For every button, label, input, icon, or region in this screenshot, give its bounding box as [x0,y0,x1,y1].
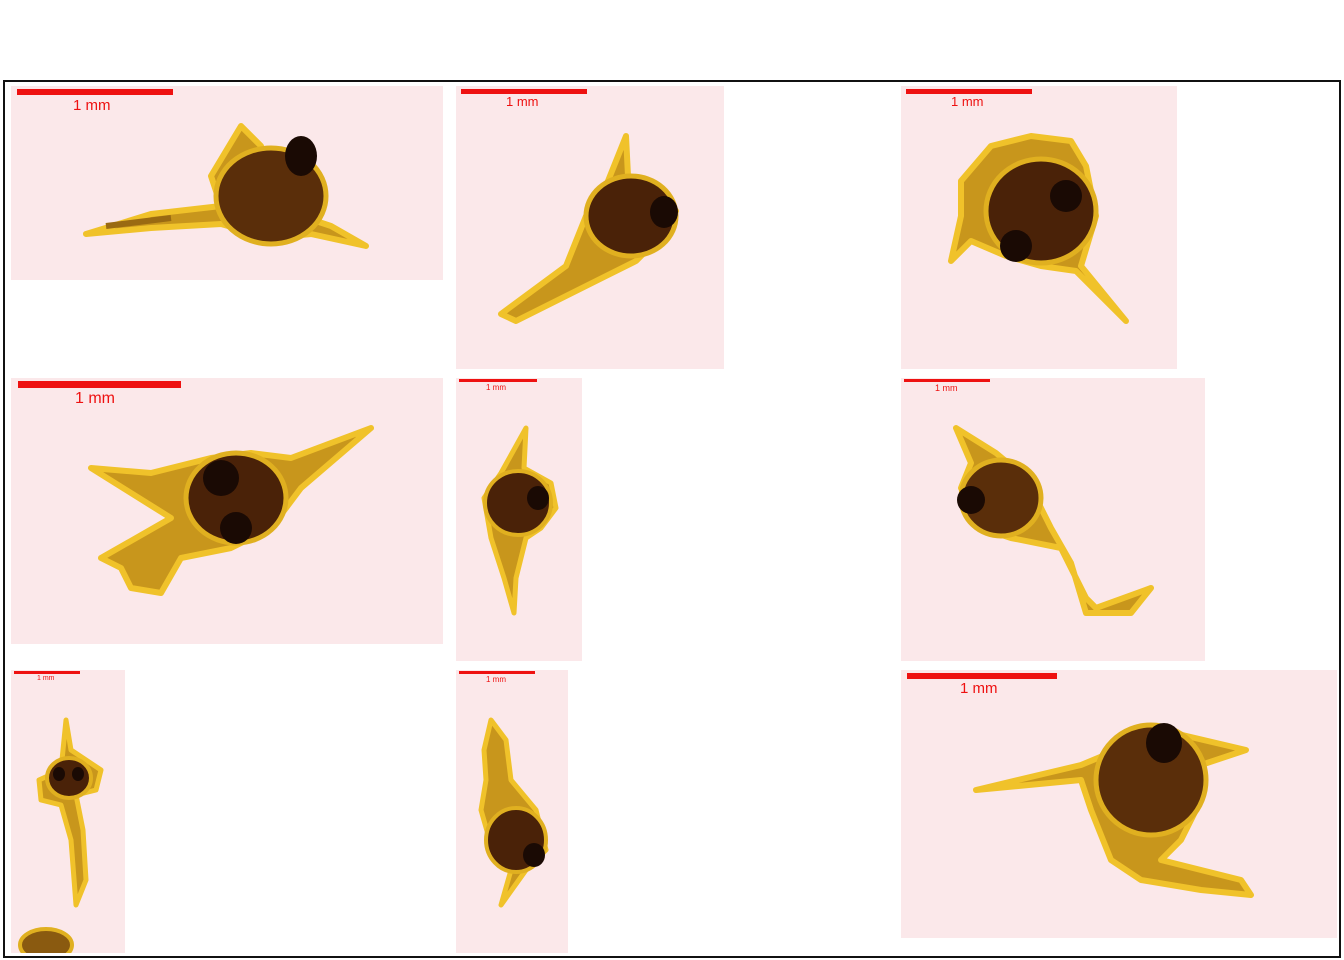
scale-bar [904,379,990,382]
specimen-tile: 1 mm [456,670,568,953]
specimen-tile: 1 mm [456,86,724,369]
scale-label: 1 mm [960,680,998,697]
scale-bar [459,379,537,382]
scale-label: 1 mm [486,675,506,684]
scale-label: 1 mm [73,97,111,114]
zoea-larva-image [498,133,679,324]
zoea-larva-image [481,425,559,616]
specimen-tile: 1 mm [11,670,125,953]
zoea-larva-image [953,425,1154,616]
specimen-tile: 1 mm [901,670,1337,938]
scale-label: 1 mm [75,390,115,407]
specimen-tile: 1 mm [901,86,1177,369]
scale-label: 1 mm [951,94,984,109]
zoea-larva-image [88,425,374,596]
scale-label: 1 mm [935,383,958,393]
zoea-larva-image [18,717,104,953]
zoea-larva-image [973,722,1254,898]
specimen-tile: 1 mm [11,86,443,280]
scale-label: 1 mm [506,94,539,109]
zoea-larva-image [478,717,549,908]
scale-bar [17,89,173,95]
specimen-tile: 1 mm [901,378,1205,661]
specimen-tile: 1 mm [456,378,582,661]
scale-bar [906,89,1032,94]
scale-bar [18,381,181,388]
scale-label: 1 mm [37,675,55,682]
specimen-panel-frame: 1 mm 1 mm 1 mm 1 mm [3,80,1341,958]
scale-bar [461,89,587,94]
zoea-larva-image [83,123,369,249]
scale-bar [14,671,80,674]
zoea-larva-image [948,133,1129,324]
scale-bar [459,671,535,674]
scale-bar [907,673,1057,679]
scale-label: 1 mm [486,383,506,392]
specimen-tile: 1 mm [11,378,443,644]
